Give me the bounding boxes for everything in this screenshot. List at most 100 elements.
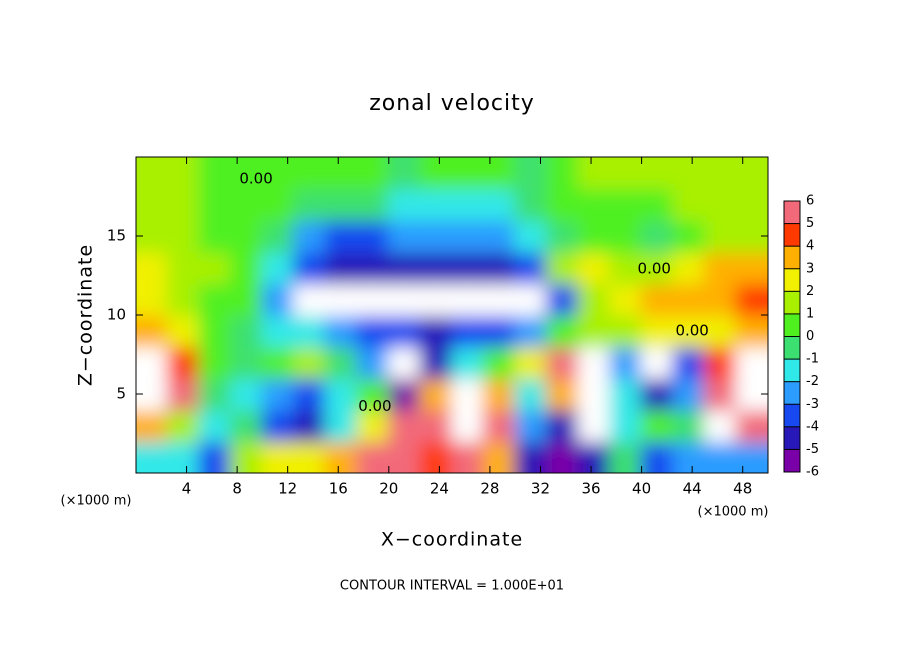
cell bbox=[609, 314, 643, 348]
colorbar-swatch bbox=[784, 246, 800, 269]
cell bbox=[672, 250, 706, 285]
cell bbox=[577, 408, 611, 443]
cell bbox=[609, 440, 643, 473]
cell bbox=[387, 440, 422, 473]
cell bbox=[136, 314, 169, 348]
cell bbox=[640, 282, 675, 316]
cell bbox=[198, 282, 232, 316]
cell bbox=[261, 408, 295, 443]
cell bbox=[387, 377, 422, 411]
cell bbox=[293, 440, 327, 473]
colorbar-label: -2 bbox=[806, 374, 819, 389]
field bbox=[136, 157, 768, 473]
cell bbox=[545, 408, 580, 443]
cell bbox=[451, 345, 485, 380]
cell bbox=[198, 377, 232, 411]
cell bbox=[356, 440, 390, 473]
cell bbox=[293, 314, 327, 348]
cell bbox=[387, 250, 422, 285]
cell bbox=[735, 314, 768, 348]
cell bbox=[577, 187, 611, 222]
footnote: CONTOUR INTERVAL = 1.000E+01 bbox=[340, 579, 564, 594]
cell bbox=[166, 282, 201, 316]
cell bbox=[261, 157, 295, 190]
cell bbox=[229, 187, 264, 222]
colorbar-swatch bbox=[784, 426, 800, 450]
y-tick-label: 5 bbox=[116, 385, 126, 403]
cell bbox=[514, 282, 548, 316]
cell bbox=[545, 250, 580, 285]
cell bbox=[229, 314, 264, 348]
cell bbox=[482, 377, 517, 411]
cell bbox=[324, 408, 359, 443]
cell bbox=[672, 219, 706, 253]
cell bbox=[419, 408, 453, 443]
cell bbox=[198, 314, 232, 348]
cell bbox=[166, 314, 201, 348]
cell bbox=[703, 377, 738, 411]
cell bbox=[387, 314, 422, 348]
cell bbox=[735, 440, 768, 473]
colorbar-swatch bbox=[784, 381, 800, 405]
x-unit: (×1000 m) bbox=[61, 494, 132, 509]
cell bbox=[261, 345, 295, 380]
cell bbox=[198, 187, 232, 222]
cell bbox=[577, 440, 611, 473]
cell bbox=[419, 440, 453, 473]
cell bbox=[735, 282, 768, 316]
cell bbox=[261, 187, 295, 222]
colorbar-swatch bbox=[784, 223, 800, 247]
cell bbox=[514, 157, 548, 190]
cell bbox=[166, 157, 201, 190]
cell bbox=[514, 250, 548, 285]
colorbar-swatch bbox=[784, 359, 800, 382]
cell bbox=[451, 157, 485, 190]
cell bbox=[703, 345, 738, 380]
cell bbox=[735, 408, 768, 443]
x-tick-label: 4 bbox=[182, 480, 192, 498]
cell bbox=[545, 345, 580, 380]
cell bbox=[356, 250, 390, 285]
cell bbox=[356, 219, 390, 253]
cell bbox=[514, 345, 548, 380]
cell bbox=[136, 250, 169, 285]
cell bbox=[166, 440, 201, 473]
x-tick-label: 48 bbox=[733, 480, 752, 498]
cell bbox=[229, 282, 264, 316]
cell bbox=[482, 282, 517, 316]
x-axis-label: X−coordinate bbox=[381, 529, 523, 551]
cell bbox=[387, 345, 422, 380]
colorbar-label: 3 bbox=[806, 261, 814, 276]
contour-label: 0.00 bbox=[358, 397, 391, 415]
cell bbox=[609, 377, 643, 411]
cell bbox=[356, 282, 390, 316]
cell bbox=[293, 219, 327, 253]
cell bbox=[514, 408, 548, 443]
cell bbox=[482, 187, 517, 222]
cell bbox=[640, 408, 675, 443]
y-tick-label: 10 bbox=[107, 306, 126, 324]
cell bbox=[166, 187, 201, 222]
cell bbox=[735, 187, 768, 222]
cell bbox=[514, 314, 548, 348]
cell bbox=[577, 377, 611, 411]
cell bbox=[229, 250, 264, 285]
cell bbox=[577, 345, 611, 380]
cell bbox=[229, 219, 264, 253]
cell bbox=[703, 187, 738, 222]
cell bbox=[482, 157, 517, 190]
colorbar-label: 0 bbox=[806, 329, 814, 344]
cell bbox=[703, 408, 738, 443]
cell bbox=[293, 187, 327, 222]
cell bbox=[672, 187, 706, 222]
cell bbox=[735, 157, 768, 190]
cell bbox=[703, 282, 738, 316]
cell bbox=[136, 157, 169, 190]
cell bbox=[451, 440, 485, 473]
cell bbox=[609, 219, 643, 253]
cell bbox=[577, 219, 611, 253]
cell bbox=[451, 314, 485, 348]
cell bbox=[640, 157, 675, 190]
x-tick-label: 44 bbox=[683, 480, 702, 498]
x-tick-label: 20 bbox=[379, 480, 398, 498]
